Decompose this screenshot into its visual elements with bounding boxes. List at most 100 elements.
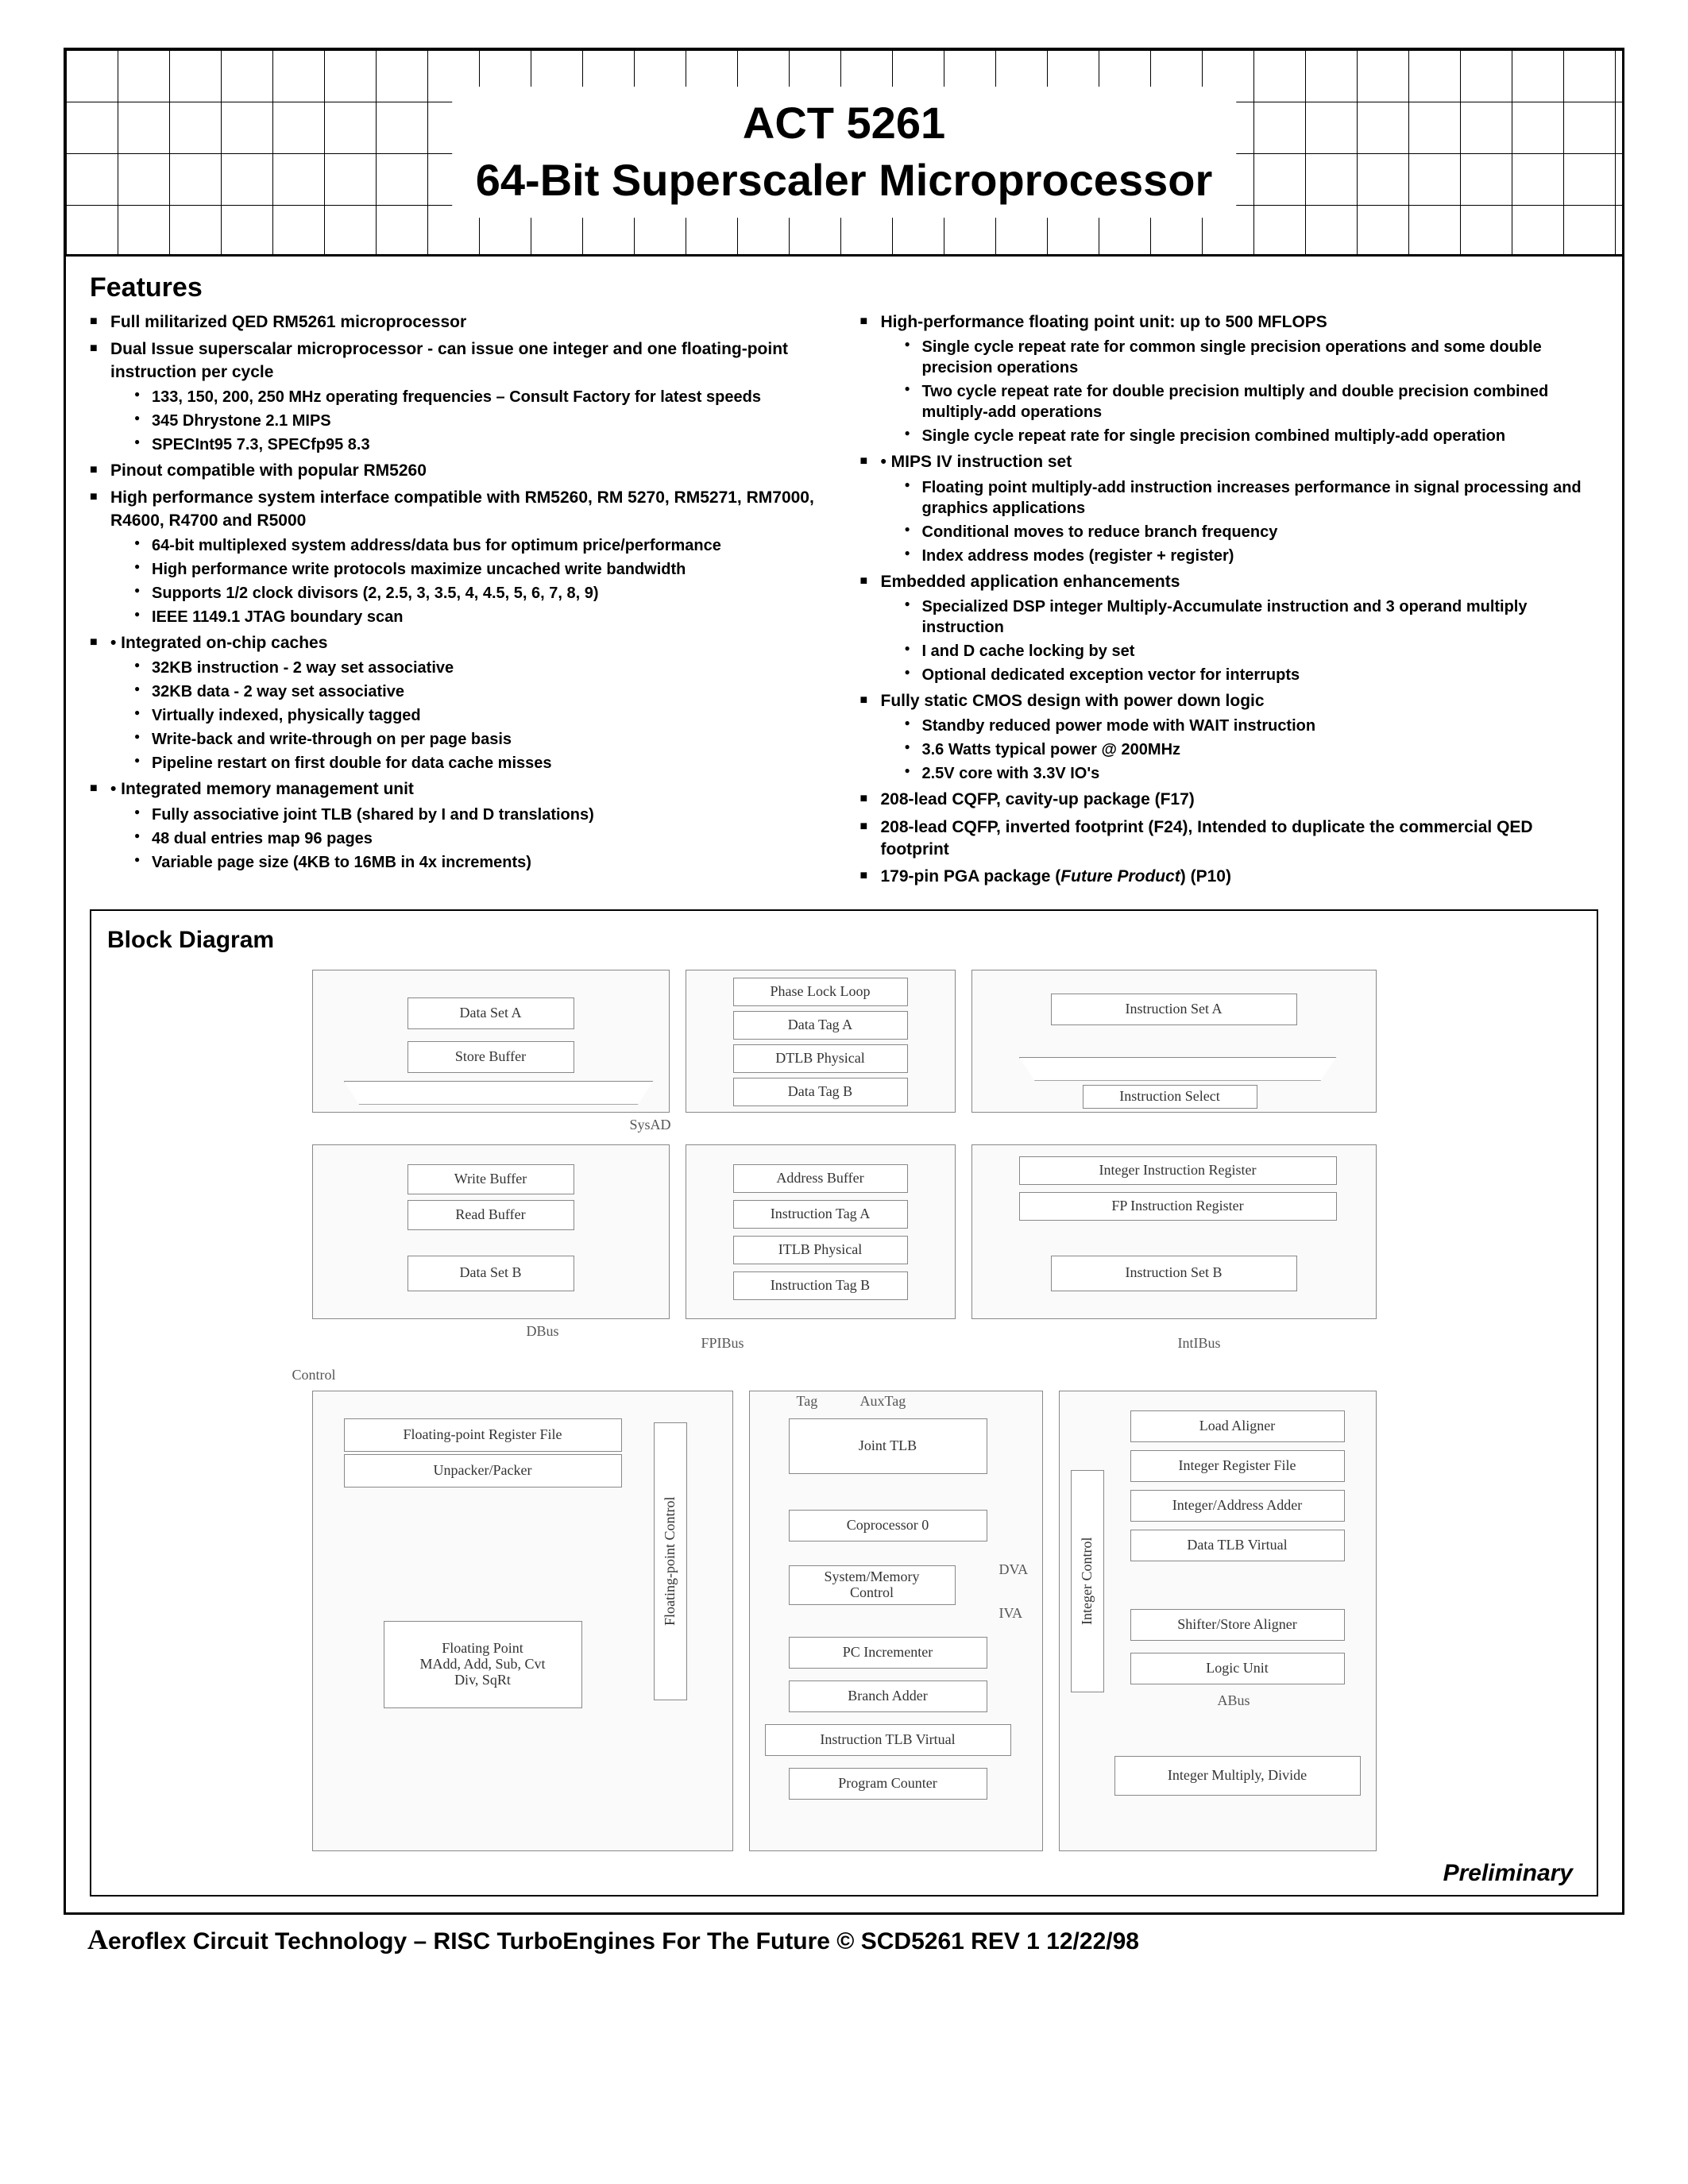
diagram-wrap: Data Set A Store Buffer Phase Lock Loop … xyxy=(107,962,1581,1883)
feature-item: High-performance floating point unit: up… xyxy=(860,311,1599,446)
features-heading: Features xyxy=(90,272,1598,303)
feature-subitem: Supports 1/2 clock divisors (2, 2.5, 3, … xyxy=(134,583,829,604)
label-auxtag: AuxTag xyxy=(860,1393,906,1410)
feature-subitem: 64-bit multiplexed system address/data b… xyxy=(134,535,829,556)
box-integer-control: Integer Control xyxy=(1071,1470,1104,1692)
feature-subitem: 32KB instruction - 2 way set associative xyxy=(134,658,829,678)
page-border: ACT 5261 64-Bit Superscaler Microprocess… xyxy=(64,48,1624,1915)
box-instruction-set-b: Instruction Set B xyxy=(1051,1256,1297,1291)
feature-item: High performance system interface compat… xyxy=(90,487,829,627)
feature-sublist: Floating point multiply-add instruction … xyxy=(881,477,1599,566)
box-program-counter: Program Counter xyxy=(789,1768,987,1800)
label-sysad: SysAD xyxy=(630,1117,671,1133)
mux-top-right xyxy=(1019,1057,1337,1081)
feature-item: Full militarized QED RM5261 microprocess… xyxy=(90,311,829,334)
block-diagram-section: Block Diagram Data Set A Store Buffer Ph… xyxy=(90,909,1598,1897)
feature-subitem: Optional dedicated exception vector for … xyxy=(905,665,1599,685)
box-instruction-set-a: Instruction Set A xyxy=(1051,994,1297,1025)
features-section: Features Full militarized QED RM5261 mic… xyxy=(66,257,1622,901)
feature-sublist: 32KB instruction - 2 way set associative… xyxy=(110,658,829,774)
label-fpibus: FPIBus xyxy=(701,1335,744,1352)
feature-subitem: Single cycle repeat rate for common sing… xyxy=(905,337,1599,378)
box-sys-mem-ctrl: System/Memory Control xyxy=(789,1565,956,1605)
feature-subitem: Standby reduced power mode with WAIT ins… xyxy=(905,716,1599,736)
feature-col-left: Full militarized QED RM5261 microprocess… xyxy=(90,311,829,893)
footer-text: eroflex Circuit Technology – RISC TurboE… xyxy=(108,1928,1139,1954)
feature-item: Dual Issue superscalar microprocessor - … xyxy=(90,338,829,455)
feature-item: • Integrated on-chip caches32KB instruct… xyxy=(90,632,829,774)
box-data-tag-a: Data Tag A xyxy=(733,1011,908,1040)
title-line1: ACT 5261 xyxy=(476,95,1212,152)
feature-subitem: Pipeline restart on first double for dat… xyxy=(134,753,829,774)
box-fp-control: Floating-point Control xyxy=(654,1422,687,1700)
label-dbus: DBus xyxy=(527,1323,559,1340)
feature-sublist: Fully associative joint TLB (shared by I… xyxy=(110,805,829,873)
feature-columns: Full militarized QED RM5261 microprocess… xyxy=(90,311,1598,893)
feature-list-right: High-performance floating point unit: up… xyxy=(860,311,1599,889)
feature-subitem: Conditional moves to reduce branch frequ… xyxy=(905,522,1599,542)
title-banner: ACT 5261 64-Bit Superscaler Microprocess… xyxy=(66,50,1622,257)
feature-sublist: 64-bit multiplexed system address/data b… xyxy=(110,535,829,627)
feature-subitem: Write-back and write-through on per page… xyxy=(134,729,829,750)
feature-subitem: Floating point multiply-add instruction … xyxy=(905,477,1599,519)
box-read-buffer: Read Buffer xyxy=(408,1200,574,1230)
feature-subitem: Fully associative joint TLB (shared by I… xyxy=(134,805,829,825)
box-shifter-store-aligner: Shifter/Store Aligner xyxy=(1130,1609,1345,1641)
diagram: Data Set A Store Buffer Phase Lock Loop … xyxy=(288,962,1400,1883)
feature-subitem: 3.6 Watts typical power @ 200MHz xyxy=(905,739,1599,760)
box-instruction-select: Instruction Select xyxy=(1083,1085,1257,1109)
box-write-buffer: Write Buffer xyxy=(408,1164,574,1194)
feature-item: Fully static CMOS design with power down… xyxy=(860,690,1599,784)
box-logic-unit: Logic Unit xyxy=(1130,1653,1345,1684)
feature-item: • Integrated memory management unitFully… xyxy=(90,778,829,872)
feature-subitem: 345 Dhrystone 2.1 MIPS xyxy=(134,411,829,431)
feature-subitem: 2.5V core with 3.3V IO's xyxy=(905,763,1599,784)
footer: Aeroflex Circuit Technology – RISC Turbo… xyxy=(64,1915,1624,1956)
mux-top-left xyxy=(344,1081,654,1105)
box-floating-point: Floating Point MAdd, Add, Sub, Cvt Div, … xyxy=(384,1621,582,1708)
box-fp-reg-file: Floating-point Register File xyxy=(344,1418,622,1452)
feature-subitem: High performance write protocols maximiz… xyxy=(134,559,829,580)
box-instruction-tag-b: Instruction Tag B xyxy=(733,1271,908,1300)
feature-item: 208-lead CQFP, inverted footprint (F24),… xyxy=(860,816,1599,862)
box-fp-instr-reg: FP Instruction Register xyxy=(1019,1192,1337,1221)
feature-list-left: Full militarized QED RM5261 microprocess… xyxy=(90,311,829,873)
feature-subitem: Specialized DSP integer Multiply-Accumul… xyxy=(905,596,1599,638)
box-data-tag-b: Data Tag B xyxy=(733,1078,908,1106)
feature-sublist: Specialized DSP integer Multiply-Accumul… xyxy=(881,596,1599,685)
feature-sublist: Single cycle repeat rate for common sing… xyxy=(881,337,1599,446)
feature-subitem: Virtually indexed, physically tagged xyxy=(134,705,829,726)
box-integer-addr-adder: Integer/Address Adder xyxy=(1130,1490,1345,1522)
box-integer-mult-div: Integer Multiply, Divide xyxy=(1114,1756,1361,1796)
box-data-tlb-virtual: Data TLB Virtual xyxy=(1130,1530,1345,1561)
box-coprocessor0: Coprocessor 0 xyxy=(789,1510,987,1542)
feature-subitem: 48 dual entries map 96 pages xyxy=(134,828,829,849)
box-data-set-a: Data Set A xyxy=(408,997,574,1029)
label-iva: IVA xyxy=(999,1605,1023,1622)
preliminary-label: Preliminary xyxy=(1443,1860,1573,1887)
box-phase-lock-loop: Phase Lock Loop xyxy=(733,978,908,1006)
block-heading: Block Diagram xyxy=(107,927,1581,954)
box-branch-adder: Branch Adder xyxy=(789,1680,987,1712)
box-load-aligner: Load Aligner xyxy=(1130,1410,1345,1442)
feature-col-right: High-performance floating point unit: up… xyxy=(860,311,1599,893)
box-address-buffer: Address Buffer xyxy=(733,1164,908,1193)
logo-icon: A xyxy=(87,1923,108,1956)
box-data-set-b: Data Set B xyxy=(408,1256,574,1291)
feature-subitem: SPECInt95 7.3, SPECfp95 8.3 xyxy=(134,434,829,455)
feature-item: • MIPS IV instruction setFloating point … xyxy=(860,451,1599,565)
feature-subitem: Single cycle repeat rate for single prec… xyxy=(905,426,1599,446)
feature-subitem: 133, 150, 200, 250 MHz operating frequen… xyxy=(134,387,829,407)
title-line2: 64-Bit Superscaler Microprocessor xyxy=(476,152,1212,210)
box-integer-reg-file: Integer Register File xyxy=(1130,1450,1345,1482)
title-text: ACT 5261 64-Bit Superscaler Microprocess… xyxy=(452,87,1236,218)
box-joint-tlb: Joint TLB xyxy=(789,1418,987,1474)
feature-subitem: I and D cache locking by set xyxy=(905,641,1599,662)
label-tag: Tag xyxy=(797,1393,818,1410)
label-control: Control xyxy=(292,1367,336,1383)
feature-item: 179-pin PGA package (Future Product) (P1… xyxy=(860,866,1599,888)
box-instr-tlb-virtual: Instruction TLB Virtual xyxy=(765,1724,1011,1756)
label-abus: ABus xyxy=(1218,1692,1250,1709)
feature-subitem: 32KB data - 2 way set associative xyxy=(134,681,829,702)
box-pc-incrementer: PC Incrementer xyxy=(789,1637,987,1669)
